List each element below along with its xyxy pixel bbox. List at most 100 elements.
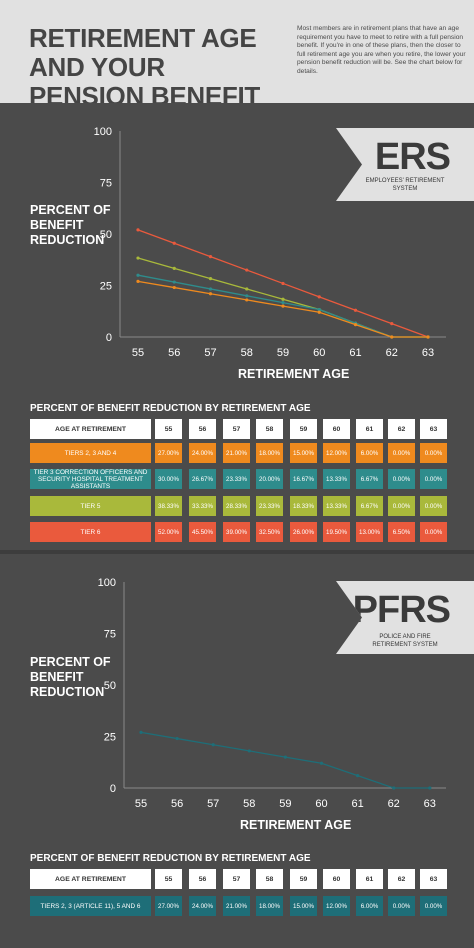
ers-table-cell: 26.67% bbox=[189, 469, 216, 489]
ers-table-header-age: 60 bbox=[323, 419, 350, 439]
ers-data-point bbox=[353, 308, 358, 312]
ers-x-tick-label: 59 bbox=[277, 347, 289, 359]
ers-table-cell: 30.00% bbox=[155, 469, 182, 489]
pfrs-table-cell: 6.00% bbox=[356, 896, 383, 916]
ers-table-cell: 0.00% bbox=[420, 496, 447, 516]
ers-x-tick-label: 62 bbox=[386, 347, 398, 359]
ers-y-tick-label: 100 bbox=[94, 126, 112, 138]
pfrs-y-tick-label: 25 bbox=[104, 732, 116, 744]
pfrs-data-point bbox=[356, 774, 360, 778]
ers-table-header-age: 55 bbox=[155, 419, 182, 439]
ers-table-header-age: 58 bbox=[256, 419, 283, 439]
ers-y-tick-label: 25 bbox=[100, 281, 112, 293]
pfrs-table-header-age: 58 bbox=[256, 869, 283, 889]
ers-data-point bbox=[172, 285, 176, 290]
ers-table-cell: 13.00% bbox=[356, 522, 383, 542]
ers-data-point bbox=[390, 335, 394, 339]
ers-x-tick-label: 56 bbox=[168, 347, 180, 359]
ers-data-point bbox=[208, 255, 213, 259]
ers-table-cell: 6.67% bbox=[356, 496, 383, 516]
ers-data-point bbox=[317, 295, 321, 299]
ers-data-point bbox=[208, 287, 213, 291]
pfrs-data-point bbox=[319, 761, 324, 765]
ers-table-cell: 6.67% bbox=[356, 469, 383, 489]
ers-table-cell: 0.00% bbox=[420, 522, 447, 542]
ers-table-cell: 32.50% bbox=[256, 522, 283, 542]
ers-table-header-age: 59 bbox=[290, 419, 317, 439]
ers-table-cell: 0.00% bbox=[388, 443, 415, 463]
section-divider bbox=[0, 550, 474, 554]
pfrs-y-tick-label: 100 bbox=[98, 577, 116, 589]
ers-table-row-label: TIER 3 CORRECTION OFFICERS AND SECURITY … bbox=[30, 469, 151, 490]
ers-table-row-label: TIER 5 bbox=[30, 496, 151, 516]
ers-table-cell: 45.50% bbox=[189, 522, 216, 542]
ers-table-cell: 18.33% bbox=[290, 496, 317, 516]
page-header: RETIREMENT AGE AND YOUR PENSION BENEFIT … bbox=[0, 0, 474, 111]
pfrs-data-point bbox=[392, 786, 396, 790]
pfrs-table-header-label: AGE AT RETIREMENT bbox=[30, 869, 151, 889]
ers-table-cell: 21.00% bbox=[223, 443, 250, 463]
ers-data-point bbox=[245, 298, 249, 302]
ers-data-point bbox=[172, 280, 176, 284]
ers-data-point bbox=[281, 281, 285, 286]
ers-table-cell: 26.00% bbox=[290, 522, 317, 542]
pfrs-table-cell: 0.00% bbox=[388, 896, 415, 916]
ers-code: ERS bbox=[374, 136, 451, 178]
pfrs-y-tick-label: 50 bbox=[104, 680, 116, 692]
ers-table-row-label: TIERS 2, 3 AND 4 bbox=[30, 443, 151, 463]
ers-data-point bbox=[317, 307, 321, 312]
pfrs-data-point bbox=[283, 755, 287, 759]
pfrs-data-point bbox=[139, 730, 143, 734]
pfrs-data-point bbox=[247, 749, 251, 753]
pfrs-x-tick-label: 63 bbox=[424, 798, 436, 810]
ers-table-row-label: TIER 6 bbox=[30, 522, 151, 542]
ers-data-point bbox=[426, 335, 430, 339]
pfrs-data-point bbox=[211, 743, 215, 747]
pfrs-table-cell: 15.00% bbox=[290, 896, 317, 916]
pfrs-table-cell: 21.00% bbox=[223, 896, 250, 916]
pfrs-x-tick-label: 58 bbox=[243, 798, 255, 810]
ers-data-point bbox=[136, 228, 140, 232]
pfrs-x-tick-label: 61 bbox=[351, 798, 363, 810]
ers-table-header-age: 57 bbox=[223, 419, 250, 439]
pfrs-y-tick-label: 0 bbox=[110, 783, 116, 795]
ers-data-point bbox=[136, 273, 140, 277]
ers-data-point bbox=[390, 322, 394, 326]
intro-text: Most members are in retirement plans tha… bbox=[297, 25, 466, 75]
pfrs-table-title: PERCENT OF BENEFIT REDUCTION BY RETIREME… bbox=[30, 853, 311, 864]
ers-data-point bbox=[172, 241, 176, 245]
ers-y-tick-label: 0 bbox=[106, 332, 112, 344]
pfrs-x-tick-label: 57 bbox=[207, 798, 219, 810]
pfrs-table-row-label: TIERS 2, 3 (ARTICLE 11), 5 AND 6 bbox=[30, 896, 151, 916]
ers-table-header-age: 62 bbox=[388, 419, 415, 439]
ers-table-cell: 38.33% bbox=[155, 496, 182, 516]
ers-data-point bbox=[245, 287, 249, 291]
ers-data-point bbox=[208, 292, 213, 296]
ers-table-cell: 33.33% bbox=[189, 496, 216, 516]
pfrs-table-header-age: 63 bbox=[420, 869, 447, 889]
ers-table-cell: 24.00% bbox=[189, 443, 216, 463]
ers-x-tick-label: 60 bbox=[313, 347, 325, 359]
pfrs-x-tick-label: 60 bbox=[315, 798, 327, 810]
pfrs-x-tick-label: 59 bbox=[279, 798, 291, 810]
pfrs-table-cell: 0.00% bbox=[420, 896, 447, 916]
pfrs-x-tick-label: 56 bbox=[171, 798, 183, 810]
ers-table-cell: 13.33% bbox=[323, 469, 350, 489]
ers-x-tick-label: 58 bbox=[241, 347, 253, 359]
ers-table-cell: 20.00% bbox=[256, 469, 283, 489]
ers-table-cell: 28.33% bbox=[223, 496, 250, 516]
pfrs-y-axis-label: PERCENT OF BENEFIT REDUCTION bbox=[30, 655, 111, 699]
pfrs-table-header-age: 61 bbox=[356, 869, 383, 889]
ers-data-point bbox=[281, 297, 285, 301]
pfrs-y-tick-label: 75 bbox=[104, 629, 116, 641]
ers-x-tick-label: 63 bbox=[422, 347, 434, 359]
ers-x-tick-label: 57 bbox=[204, 347, 216, 359]
ers-table-cell: 39.00% bbox=[223, 522, 250, 542]
ers-table-cell: 6.50% bbox=[388, 522, 415, 542]
ers-table-header-age: 56 bbox=[189, 419, 216, 439]
ers-x-axis-label: RETIREMENT AGE bbox=[238, 367, 350, 381]
ers-table-cell: 6.00% bbox=[356, 443, 383, 463]
ers-table-cell: 15.00% bbox=[290, 443, 317, 463]
